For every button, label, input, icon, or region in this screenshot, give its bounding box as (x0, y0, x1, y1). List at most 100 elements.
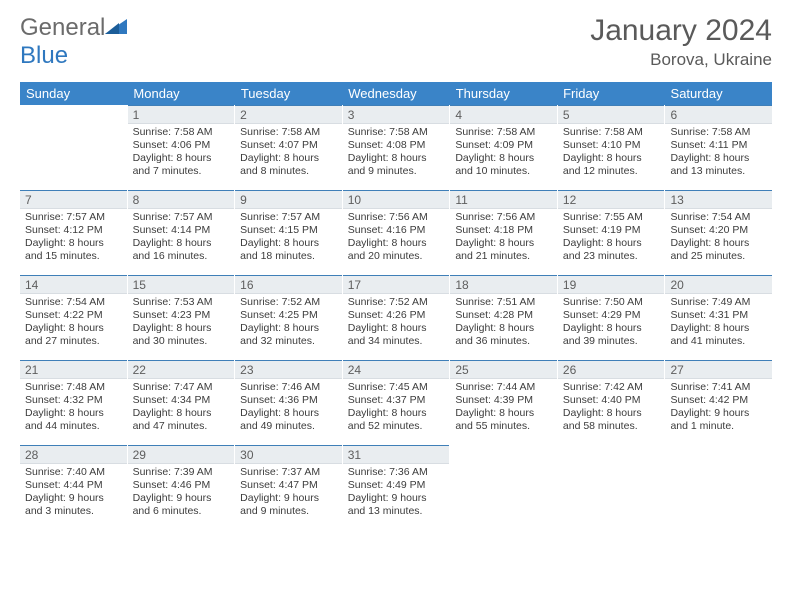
sunrise-text: Sunrise: 7:42 AM (563, 381, 661, 394)
week-row: 14Sunrise: 7:54 AMSunset: 4:22 PMDayligh… (20, 275, 772, 360)
page-title: January 2024 (590, 14, 772, 48)
calendar-cell: 6Sunrise: 7:58 AMSunset: 4:11 PMDaylight… (664, 105, 772, 189)
cell-body: Sunrise: 7:58 AMSunset: 4:07 PMDaylight:… (235, 124, 342, 183)
sunset-text: Sunset: 4:39 PM (455, 394, 553, 407)
title-block: January 2024 Borova, Ukraine (590, 14, 772, 70)
sunrise-text: Sunrise: 7:37 AM (240, 466, 338, 479)
sunset-text: Sunset: 4:16 PM (348, 224, 446, 237)
day-number (665, 445, 772, 464)
day-number: 1 (128, 105, 235, 124)
sunrise-text: Sunrise: 7:58 AM (563, 126, 661, 139)
dayhead-fri: Friday (557, 82, 664, 105)
daylight-text: Daylight: 8 hours and 8 minutes. (240, 152, 338, 178)
sunrise-text: Sunrise: 7:58 AM (670, 126, 768, 139)
sunset-text: Sunset: 4:07 PM (240, 139, 338, 152)
calendar-cell: 4Sunrise: 7:58 AMSunset: 4:09 PMDaylight… (449, 105, 557, 189)
calendar-cell: 5Sunrise: 7:58 AMSunset: 4:10 PMDaylight… (557, 105, 665, 189)
cell-body: Sunrise: 7:37 AMSunset: 4:47 PMDaylight:… (235, 464, 342, 523)
daylight-text: Daylight: 8 hours and 9 minutes. (348, 152, 446, 178)
daylight-text: Daylight: 9 hours and 1 minute. (670, 407, 768, 433)
day-number: 2 (235, 105, 342, 124)
calendar-cell: 23Sunrise: 7:46 AMSunset: 4:36 PMDayligh… (234, 360, 342, 444)
calendar-cell: 18Sunrise: 7:51 AMSunset: 4:28 PMDayligh… (449, 275, 557, 359)
day-number (450, 445, 557, 464)
sunrise-text: Sunrise: 7:58 AM (455, 126, 553, 139)
week-row: 7Sunrise: 7:57 AMSunset: 4:12 PMDaylight… (20, 190, 772, 275)
sunset-text: Sunset: 4:11 PM (670, 139, 768, 152)
daylight-text: Daylight: 8 hours and 16 minutes. (133, 237, 231, 263)
dayhead-sat: Saturday (665, 82, 772, 105)
sunset-text: Sunset: 4:47 PM (240, 479, 338, 492)
daylight-text: Daylight: 8 hours and 27 minutes. (25, 322, 123, 348)
sunset-text: Sunset: 4:31 PM (670, 309, 768, 322)
calendar: Sunday Monday Tuesday Wednesday Thursday… (20, 82, 772, 530)
logo-triangle-icon (105, 14, 127, 42)
daylight-text: Daylight: 8 hours and 10 minutes. (455, 152, 553, 178)
cell-body: Sunrise: 7:46 AMSunset: 4:36 PMDaylight:… (235, 379, 342, 438)
calendar-cell: 17Sunrise: 7:52 AMSunset: 4:26 PMDayligh… (342, 275, 450, 359)
cell-body: Sunrise: 7:41 AMSunset: 4:42 PMDaylight:… (665, 379, 772, 438)
cell-body: Sunrise: 7:55 AMSunset: 4:19 PMDaylight:… (558, 209, 665, 268)
daylight-text: Daylight: 8 hours and 39 minutes. (563, 322, 661, 348)
daylight-text: Daylight: 8 hours and 13 minutes. (670, 152, 768, 178)
cell-body: Sunrise: 7:50 AMSunset: 4:29 PMDaylight:… (558, 294, 665, 353)
sunrise-text: Sunrise: 7:51 AM (455, 296, 553, 309)
cell-body: Sunrise: 7:49 AMSunset: 4:31 PMDaylight:… (665, 294, 772, 353)
sunrise-text: Sunrise: 7:49 AM (670, 296, 768, 309)
sunrise-text: Sunrise: 7:57 AM (240, 211, 338, 224)
day-number: 10 (343, 190, 450, 209)
sunrise-text: Sunrise: 7:50 AM (563, 296, 661, 309)
cell-body: Sunrise: 7:36 AMSunset: 4:49 PMDaylight:… (343, 464, 450, 523)
daylight-text: Daylight: 8 hours and 41 minutes. (670, 322, 768, 348)
cell-body: Sunrise: 7:54 AMSunset: 4:22 PMDaylight:… (20, 294, 127, 353)
cell-body: Sunrise: 7:58 AMSunset: 4:09 PMDaylight:… (450, 124, 557, 183)
calendar-cell: 9Sunrise: 7:57 AMSunset: 4:15 PMDaylight… (234, 190, 342, 274)
calendar-cell: 15Sunrise: 7:53 AMSunset: 4:23 PMDayligh… (127, 275, 235, 359)
daylight-text: Daylight: 9 hours and 9 minutes. (240, 492, 338, 518)
day-number: 31 (343, 445, 450, 464)
day-number: 26 (558, 360, 665, 379)
sunset-text: Sunset: 4:19 PM (563, 224, 661, 237)
cell-body: Sunrise: 7:48 AMSunset: 4:32 PMDaylight:… (20, 379, 127, 438)
sunset-text: Sunset: 4:20 PM (670, 224, 768, 237)
sunrise-text: Sunrise: 7:53 AM (133, 296, 231, 309)
daylight-text: Daylight: 8 hours and 15 minutes. (25, 237, 123, 263)
sunset-text: Sunset: 4:26 PM (348, 309, 446, 322)
day-number: 3 (343, 105, 450, 124)
week-row: 1Sunrise: 7:58 AMSunset: 4:06 PMDaylight… (20, 105, 772, 190)
cell-body: Sunrise: 7:53 AMSunset: 4:23 PMDaylight:… (128, 294, 235, 353)
cell-body: Sunrise: 7:54 AMSunset: 4:20 PMDaylight:… (665, 209, 772, 268)
location: Borova, Ukraine (590, 50, 772, 70)
day-number: 4 (450, 105, 557, 124)
day-number: 6 (665, 105, 772, 124)
day-number: 24 (343, 360, 450, 379)
logo-word1: General (20, 14, 105, 41)
calendar-cell: 7Sunrise: 7:57 AMSunset: 4:12 PMDaylight… (20, 190, 127, 274)
cell-body: Sunrise: 7:58 AMSunset: 4:11 PMDaylight:… (665, 124, 772, 183)
daylight-text: Daylight: 8 hours and 12 minutes. (563, 152, 661, 178)
calendar-cell: 27Sunrise: 7:41 AMSunset: 4:42 PMDayligh… (664, 360, 772, 444)
day-number: 18 (450, 275, 557, 294)
calendar-cell (664, 445, 772, 529)
cell-body: Sunrise: 7:51 AMSunset: 4:28 PMDaylight:… (450, 294, 557, 353)
daylight-text: Daylight: 8 hours and 23 minutes. (563, 237, 661, 263)
sunset-text: Sunset: 4:22 PM (25, 309, 123, 322)
calendar-cell: 10Sunrise: 7:56 AMSunset: 4:16 PMDayligh… (342, 190, 450, 274)
daylight-text: Daylight: 8 hours and 44 minutes. (25, 407, 123, 433)
day-number: 20 (665, 275, 772, 294)
calendar-cell: 8Sunrise: 7:57 AMSunset: 4:14 PMDaylight… (127, 190, 235, 274)
sunrise-text: Sunrise: 7:54 AM (25, 296, 123, 309)
sunrise-text: Sunrise: 7:41 AM (670, 381, 768, 394)
daylight-text: Daylight: 8 hours and 30 minutes. (133, 322, 231, 348)
daylight-text: Daylight: 9 hours and 6 minutes. (133, 492, 231, 518)
sunrise-text: Sunrise: 7:39 AM (133, 466, 231, 479)
day-number: 28 (20, 445, 127, 464)
calendar-cell: 14Sunrise: 7:54 AMSunset: 4:22 PMDayligh… (20, 275, 127, 359)
day-number: 8 (128, 190, 235, 209)
cell-body: Sunrise: 7:39 AMSunset: 4:46 PMDaylight:… (128, 464, 235, 523)
day-number: 29 (128, 445, 235, 464)
sunset-text: Sunset: 4:14 PM (133, 224, 231, 237)
sunset-text: Sunset: 4:36 PM (240, 394, 338, 407)
sunrise-text: Sunrise: 7:45 AM (348, 381, 446, 394)
sunrise-text: Sunrise: 7:52 AM (240, 296, 338, 309)
